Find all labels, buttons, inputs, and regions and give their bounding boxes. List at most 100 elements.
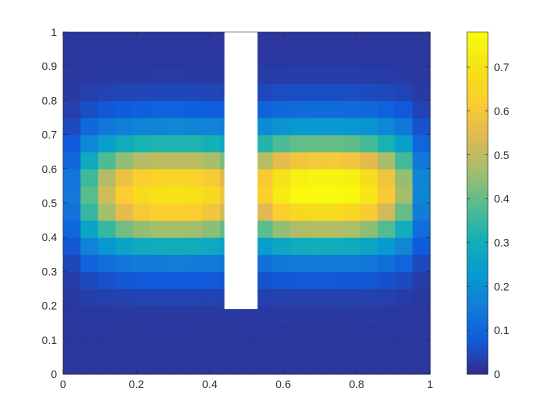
colorbar-segment — [467, 43, 488, 47]
heatmap-cell — [342, 237, 361, 255]
heatmap-cell — [97, 168, 117, 187]
heatmap-cell — [360, 322, 379, 341]
heatmap-cell — [185, 237, 204, 255]
heatmap-cell — [377, 322, 396, 341]
heatmap-cell — [63, 168, 82, 187]
heatmap-cell — [272, 322, 291, 341]
heatmap-cell — [132, 168, 151, 187]
heatmap-cell — [115, 83, 134, 101]
heatmap-cell — [97, 237, 117, 255]
colorbar-tick-label: 0.3 — [494, 237, 509, 249]
heatmap-cell — [255, 271, 274, 290]
heatmap-cell — [97, 83, 117, 101]
heatmap-cell — [342, 288, 361, 307]
heatmap-cell — [150, 254, 169, 272]
heatmap-cell — [97, 339, 117, 358]
colorbar-segment — [467, 91, 488, 96]
heatmap-cell — [360, 117, 379, 136]
heatmap-cell — [202, 220, 221, 238]
colorbar-segment — [467, 231, 488, 235]
heatmap-cell — [185, 356, 204, 375]
heatmap-cell — [63, 288, 82, 307]
heatmap-cell — [97, 305, 117, 324]
colorbar-segment — [467, 37, 488, 42]
heatmap-cell — [63, 237, 82, 255]
heatmap-cell — [63, 322, 82, 341]
heatmap-cell — [307, 339, 326, 358]
heatmap-cell — [185, 32, 204, 50]
heatmap-cell — [80, 117, 99, 136]
heatmap-cell — [342, 49, 361, 67]
x-tick-label: 0.6 — [276, 379, 291, 391]
heatmap-cell — [97, 134, 117, 153]
colorbar-segment — [467, 311, 488, 315]
heatmap-cell — [290, 185, 309, 204]
heatmap-cell — [63, 117, 82, 136]
heatmap-cell — [412, 220, 431, 238]
heatmap-cell — [290, 168, 309, 187]
colorbar-segment — [467, 345, 488, 349]
heatmap-cell — [185, 288, 204, 307]
colorbar-segment — [467, 257, 488, 261]
colorbar-segment — [467, 288, 488, 292]
heatmap-cell — [325, 203, 344, 221]
colorbar-tick-label: 0.2 — [494, 281, 509, 293]
heatmap-cell — [325, 32, 344, 50]
heatmap-cell — [272, 185, 291, 204]
heatmap-cell — [395, 237, 414, 255]
heatmap-cell — [167, 305, 186, 324]
heatmap-cell — [80, 100, 99, 119]
colorbar-segment — [467, 32, 488, 36]
heatmap-cell — [167, 322, 186, 341]
heatmap-cell — [377, 271, 396, 290]
heatmap-cell — [132, 185, 151, 204]
colorbar-segment — [467, 203, 488, 207]
heatmap-cell — [202, 100, 221, 119]
heatmap-cell — [412, 237, 431, 255]
heatmap-cell — [307, 32, 326, 50]
colorbar-segment — [467, 66, 488, 70]
colorbar-segment — [467, 137, 488, 141]
heatmap-cell — [395, 185, 414, 204]
heatmap-cell — [412, 32, 431, 50]
heatmap-cell — [395, 151, 414, 170]
heatmap-cell — [167, 83, 186, 101]
heatmap-cell — [325, 356, 344, 375]
colorbar-segment — [467, 205, 488, 210]
heatmap-cell — [115, 322, 134, 341]
heatmap-cell — [360, 83, 379, 101]
heatmap-cell — [360, 134, 379, 153]
colorbar-segment — [467, 94, 488, 99]
colorbar-tick-label: 0.1 — [494, 325, 509, 337]
heatmap-cell — [63, 271, 82, 290]
heatmap-cell — [63, 151, 82, 170]
heatmap-cell — [342, 185, 361, 204]
heatmap-cell — [185, 254, 204, 272]
heatmap-cell — [237, 322, 256, 341]
heatmap-cell — [202, 66, 221, 84]
heatmap-cell — [255, 83, 274, 101]
heatmap-cell — [395, 339, 414, 358]
heatmap-cell — [325, 322, 344, 341]
heatmap-cell — [412, 117, 431, 136]
heatmap-cell — [307, 288, 326, 307]
colorbar-segment — [467, 297, 488, 301]
heatmap-cell — [325, 271, 344, 290]
heatmap-cell — [412, 254, 431, 272]
heatmap-cell — [185, 134, 204, 153]
heatmap-cell — [342, 254, 361, 272]
heatmap-cell — [202, 305, 221, 324]
heatmap-cell — [412, 49, 431, 67]
heatmap-cell — [272, 203, 291, 221]
heatmap-cell — [63, 185, 82, 204]
colorbar-segment — [467, 274, 488, 278]
colorbar-segment — [467, 362, 488, 367]
heatmap-cell — [342, 322, 361, 341]
heatmap-cell — [167, 356, 186, 375]
heatmap-cell — [377, 254, 396, 272]
heatmap-cell — [80, 168, 99, 187]
heatmap-cell — [307, 168, 326, 187]
heatmap-cell — [360, 339, 379, 358]
heatmap-cell — [132, 49, 151, 67]
colorbar-segment — [467, 299, 488, 304]
